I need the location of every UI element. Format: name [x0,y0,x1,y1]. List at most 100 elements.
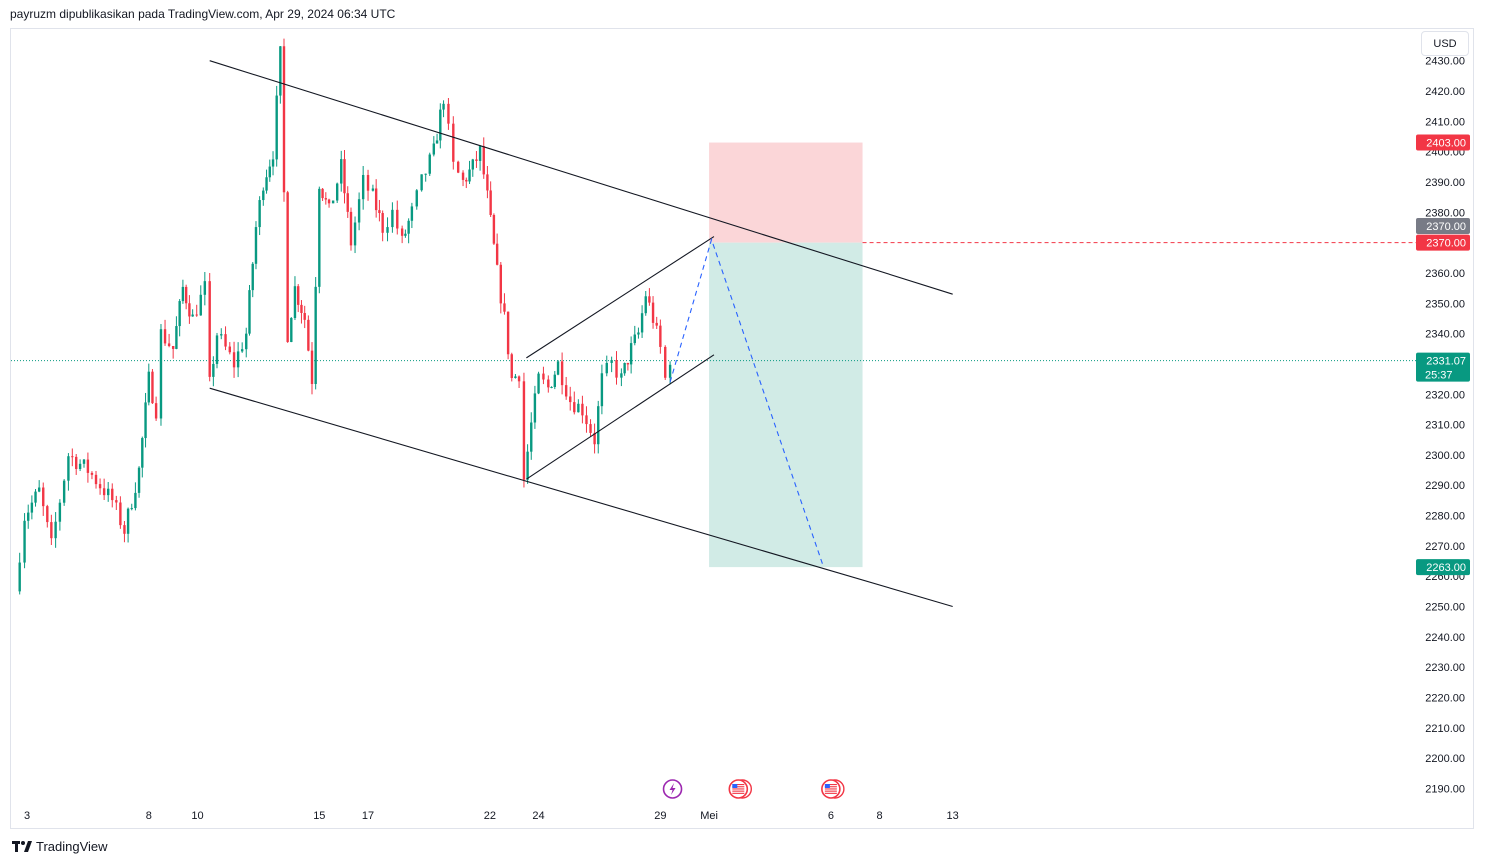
candle-body [279,46,282,96]
price-label-text: 2263.00 [1426,562,1466,574]
publisher-caption: payruzm dipublikasikan pada TradingView.… [10,7,396,21]
candle-body [615,360,618,378]
candle-body [371,188,375,191]
candle-body [659,325,662,347]
candle-body [593,432,596,445]
candle-body [224,334,227,347]
candle-body [245,333,248,350]
candle-body [240,349,244,352]
candle-body [318,188,321,287]
candle-body [664,346,667,378]
price-tick-label: 2210.00 [1425,723,1465,735]
candle-body [232,352,236,368]
candle-body [623,362,626,374]
last-price-badge [1416,352,1470,382]
tradingview-brand-label: TradingView [36,839,108,854]
candle-body [159,329,163,419]
candle-body [533,393,537,423]
candle-body [307,319,310,351]
price-tick-label: 2190.00 [1425,783,1465,795]
candle-body [141,438,144,468]
tradingview-brand[interactable]: TradingView [12,839,108,854]
candle-body [327,199,331,204]
projection-path [669,237,825,568]
price-tick-label: 2280.00 [1425,511,1465,523]
candle-body [212,363,215,377]
candle-body [191,314,194,317]
candle-body [589,424,592,433]
candle-body [366,174,370,191]
candle-body [526,451,529,480]
candle-body [178,301,181,327]
candle-body [553,374,556,387]
candle-body [46,506,49,523]
candle-body [644,296,647,314]
price-tick-label: 2230.00 [1425,662,1465,674]
price-tick-label: 2340.00 [1425,329,1465,341]
candle-body [265,177,268,191]
time-tick-label: 29 [654,810,666,822]
candle-body [435,140,439,144]
candle-body [610,360,613,363]
candle-body [215,335,219,364]
candle-body [605,362,608,374]
candle-body [465,179,468,182]
candle-body [560,361,564,386]
candle-body [468,169,471,182]
candle-body [144,402,147,439]
candle-body [439,109,442,141]
candle-body [30,502,34,513]
candle-body [577,403,580,413]
candle-body [640,313,644,333]
lightning-icon [662,779,683,799]
price-label-badge [1416,217,1470,234]
price-tick-label: 2240.00 [1425,632,1465,644]
time-tick-label: 10 [191,810,203,822]
candle-body [357,199,361,223]
candle-body [228,346,231,353]
candle-body [251,263,254,291]
candle-body [573,402,576,413]
candle-body [452,123,455,162]
time-tick-label: 24 [532,810,544,822]
candle-body [506,311,510,355]
candle-body [400,228,404,236]
candle-body [310,350,314,384]
candle-body [314,286,317,384]
candle-body [655,322,658,326]
candle-body [386,227,389,233]
price-tick-label: 2430.00 [1425,56,1465,68]
candle-body [503,303,506,312]
candle-body [597,406,600,445]
price-label-text: 2403.00 [1426,138,1466,150]
candle-body [407,220,410,234]
candle-body [486,174,489,191]
price-tick-label: 2360.00 [1425,268,1465,280]
candle-body [271,159,275,167]
candle-body [492,214,496,244]
price-tick-label: 2310.00 [1425,420,1465,432]
candle-body [404,233,407,236]
currency-button[interactable]: USD [1421,31,1469,56]
candle-body [482,146,485,175]
candle-body [137,467,141,493]
candle-body [130,508,133,510]
price-tick-label: 2320.00 [1425,389,1465,401]
candle-body [37,487,41,492]
candle-body [424,173,427,175]
candle-body [282,46,286,193]
candle-body [123,525,126,534]
time-tick-label: Mei [700,810,718,822]
candle-body [343,159,346,194]
candle-body [340,159,343,184]
candle-body [581,403,584,416]
tradingview-logo-icon [12,840,32,852]
stop-loss-zone [709,142,863,243]
time-tick-label: 15 [313,810,325,822]
time-axis: 3 8 10 15 17 22 24 29 Mei 6 8 13 [24,810,959,822]
candle-body [275,95,278,160]
candle-body [415,190,418,207]
candle-body [633,334,636,344]
countdown-label: 25:37 [1425,370,1453,382]
